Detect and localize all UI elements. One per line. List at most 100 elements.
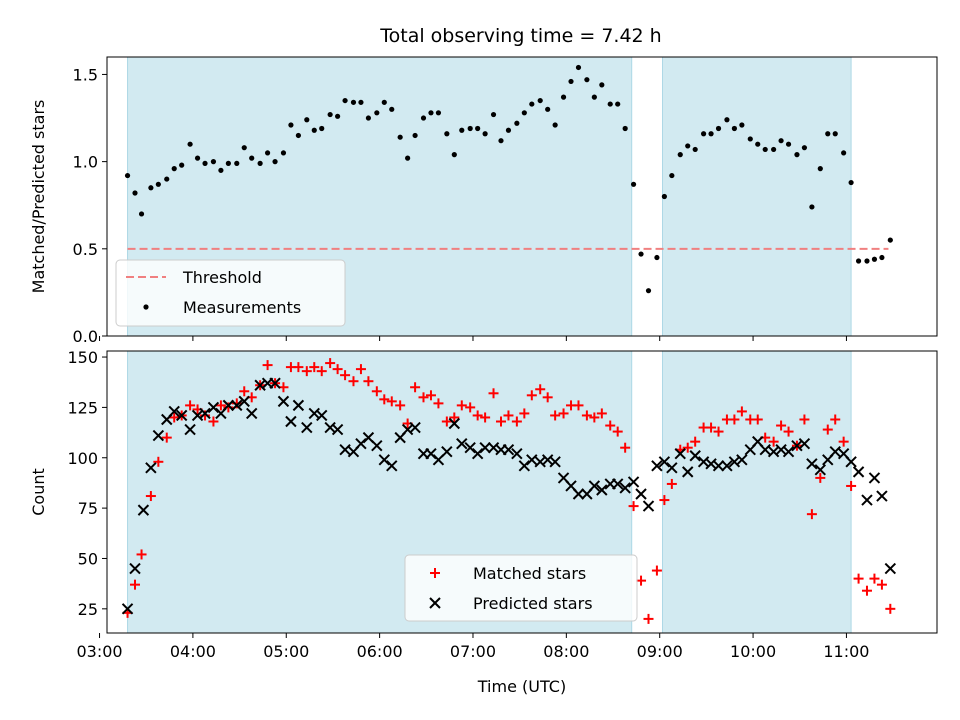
data-point [829,446,841,458]
y-tick-label: 75 [78,499,98,518]
data-point [482,131,488,137]
data-point [371,439,383,452]
data-point [465,402,476,413]
data-point [736,454,748,466]
data-point [471,448,484,460]
data-point [358,99,364,105]
data-point [215,400,226,411]
data-point [558,408,569,419]
data-point [199,407,211,420]
data-point [526,390,537,401]
data-point [301,366,312,377]
data-point [815,472,826,483]
data-point [838,436,849,447]
data-point [234,160,240,166]
x-tick-label: 06:00 [357,642,403,661]
data-point [552,122,558,128]
data-point [685,143,691,149]
data-point [785,141,792,147]
data-point [301,421,313,434]
data-point [179,162,185,168]
series-measurements [124,64,893,294]
data-point [573,400,584,411]
data-point [677,152,683,158]
data-point [386,460,398,472]
data-point [272,159,278,165]
series-matched-stars [122,358,896,624]
y-tick-label: 125 [67,398,98,417]
data-point [581,410,592,421]
data-point [861,494,873,506]
data-point [887,237,893,243]
data-point [239,386,250,397]
data-point [409,421,421,434]
data-point [137,504,150,516]
data-point [521,110,527,116]
data-point [778,138,784,144]
data-point [712,460,725,472]
data-point [825,131,831,137]
data-point [661,193,667,200]
data-point [425,448,437,460]
data-point [249,155,255,161]
bottom-panel: 25 50 75 100 125 150 03:00 04:00 05:00 06:00 07:00… [29,348,938,696]
data-point [348,376,359,387]
data-point [591,94,597,100]
x-tick-label: 05:00 [263,642,309,661]
data-point [316,409,328,422]
data-point [682,442,693,453]
data-point [560,94,567,100]
data-point [464,441,476,454]
data-point [293,362,304,373]
data-point [708,131,714,137]
data-point [208,416,219,427]
x-tick-label: 07:00 [450,642,496,661]
legend-top: Threshold Measurements [115,259,346,327]
data-point [129,562,141,575]
data-point [731,125,738,132]
data-point [752,414,763,425]
data-point [809,204,815,210]
data-point [879,254,885,261]
data-point [475,125,481,132]
data-point [325,358,336,369]
data-point [518,460,531,472]
data-point [397,134,403,140]
data-point [542,392,553,403]
x-axis-label: Time (UTC) [477,677,566,696]
data-point [319,125,325,132]
data-point [277,395,290,408]
data-point [511,416,522,427]
data-point [225,160,231,166]
data-point [145,462,157,474]
data-point [782,446,795,458]
data-point [365,115,372,121]
data-point [335,113,341,119]
data-point [339,443,351,456]
data-point [222,399,235,412]
data-point [841,150,847,156]
data-point [864,258,870,264]
data-point [241,145,247,151]
data-point [729,414,740,425]
data-point [490,111,497,118]
y-tick-label: 100 [67,449,98,468]
data-point [736,406,747,417]
data-point [651,565,662,576]
data-point [612,426,623,437]
data-point [231,399,243,412]
data-point [615,101,621,107]
data-point [505,127,512,133]
data-point [503,410,514,421]
data-point [550,410,561,421]
data-point [638,251,644,257]
data-point [645,288,652,294]
y-tick-label: 150 [67,348,98,367]
data-point [130,579,141,590]
data-point [830,414,841,425]
data-point [378,454,390,466]
data-point [814,464,827,476]
data-point [449,412,460,423]
data-point [264,150,271,156]
data-point [202,160,208,166]
